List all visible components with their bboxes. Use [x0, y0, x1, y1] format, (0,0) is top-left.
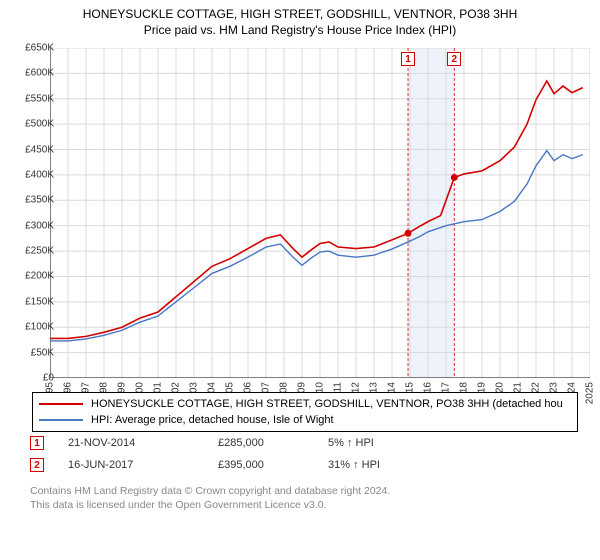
- sale-marker-icon: 2: [30, 458, 44, 472]
- y-tick-label: £250K: [25, 246, 54, 257]
- sale-price: £285,000: [218, 437, 328, 449]
- y-tick-label: £650K: [25, 43, 54, 54]
- y-tick-label: £600K: [25, 68, 54, 79]
- sale-marker-icon: 1: [30, 436, 44, 450]
- line-chart: [50, 48, 590, 378]
- legend-item: HPI: Average price, detached house, Isle…: [39, 412, 571, 428]
- title-line-2: Price paid vs. HM Land Registry's House …: [0, 22, 600, 38]
- legend-label: HPI: Average price, detached house, Isle…: [91, 414, 334, 426]
- y-tick-label: £400K: [25, 169, 54, 180]
- sale-hpi: 31% ↑ HPI: [328, 459, 448, 471]
- legend-swatch: [39, 403, 83, 405]
- x-tick-label: 2025: [585, 382, 596, 404]
- sale-price: £395,000: [218, 459, 328, 471]
- chart-container: HONEYSUCKLE COTTAGE, HIGH STREET, GODSHI…: [0, 0, 600, 560]
- legend-label: HONEYSUCKLE COTTAGE, HIGH STREET, GODSHI…: [91, 398, 563, 410]
- y-tick-label: £350K: [25, 195, 54, 206]
- y-tick-label: £200K: [25, 271, 54, 282]
- y-tick-label: £300K: [25, 220, 54, 231]
- sale-row: 1 21-NOV-2014£285,0005% ↑ HPI: [30, 432, 448, 454]
- y-tick-label: £150K: [25, 296, 54, 307]
- y-tick-label: £50K: [31, 347, 54, 358]
- footer-line-2: This data is licensed under the Open Gov…: [30, 498, 390, 512]
- legend-item: HONEYSUCKLE COTTAGE, HIGH STREET, GODSHI…: [39, 396, 571, 412]
- y-tick-label: £450K: [25, 144, 54, 155]
- footer: Contains HM Land Registry data © Crown c…: [30, 484, 390, 512]
- legend-swatch: [39, 419, 83, 421]
- sale-row: 2 16-JUN-2017£395,00031% ↑ HPI: [30, 454, 448, 476]
- y-tick-label: £500K: [25, 119, 54, 130]
- legend: HONEYSUCKLE COTTAGE, HIGH STREET, GODSHI…: [32, 392, 578, 432]
- y-tick-label: £550K: [25, 93, 54, 104]
- sale-date: 16-JUN-2017: [68, 459, 218, 471]
- sale-hpi: 5% ↑ HPI: [328, 437, 448, 449]
- footer-line-1: Contains HM Land Registry data © Crown c…: [30, 484, 390, 498]
- y-tick-label: £100K: [25, 322, 54, 333]
- sale-marker-1: 1: [401, 52, 415, 66]
- title-block: HONEYSUCKLE COTTAGE, HIGH STREET, GODSHI…: [0, 0, 600, 38]
- title-line-1: HONEYSUCKLE COTTAGE, HIGH STREET, GODSHI…: [0, 6, 600, 22]
- sale-marker-2: 2: [447, 52, 461, 66]
- sale-date: 21-NOV-2014: [68, 437, 218, 449]
- sales-table: 1 21-NOV-2014£285,0005% ↑ HPI 2 16-JUN-2017…: [30, 432, 448, 476]
